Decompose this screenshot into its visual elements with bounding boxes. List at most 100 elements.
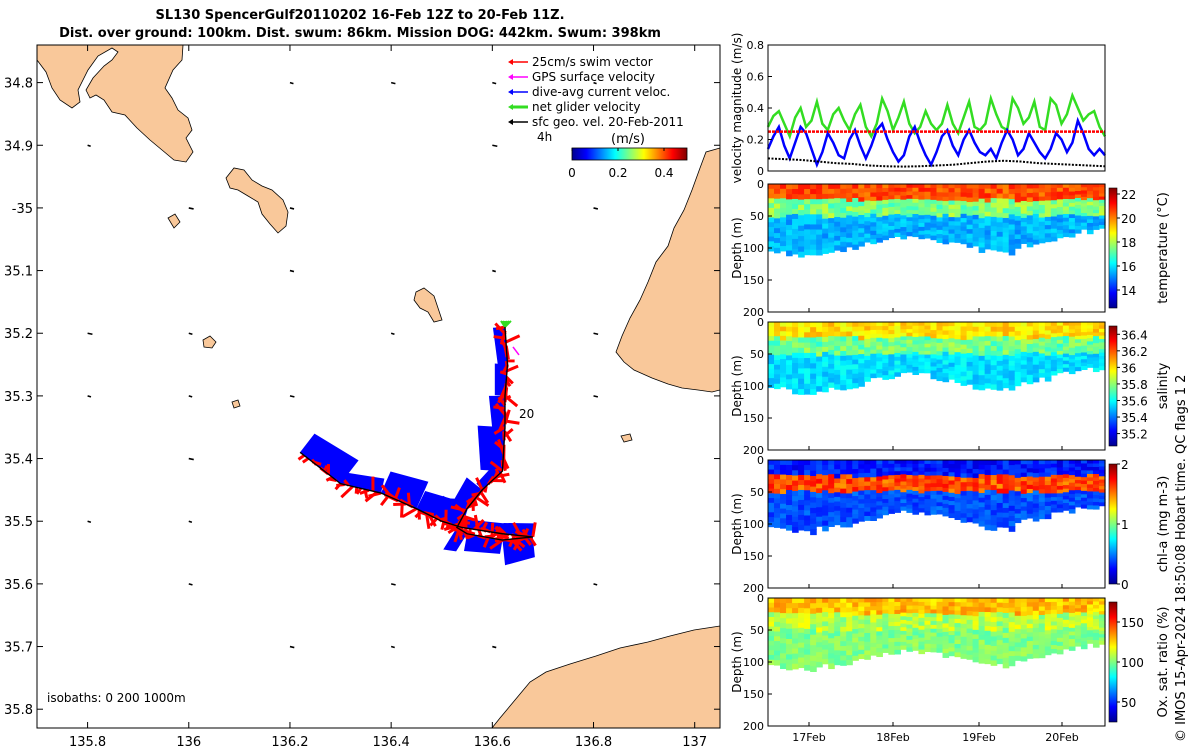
section-cell [1050, 641, 1058, 646]
section-cell [1038, 204, 1046, 210]
section-cell [912, 487, 920, 492]
section-cell [834, 621, 841, 628]
section-cell [1026, 619, 1034, 625]
section-cell [906, 361, 914, 366]
section-cell [978, 232, 986, 239]
section-cell [1086, 505, 1094, 510]
section-cell [1056, 641, 1064, 647]
section-cell [1050, 460, 1058, 465]
section-cell [894, 493, 901, 498]
section-cell [792, 496, 799, 502]
section-cell [990, 622, 998, 628]
section-cell [822, 515, 829, 522]
section-cell [834, 331, 841, 337]
section-cell [1056, 233, 1064, 239]
section-cell [846, 460, 853, 466]
section-cell [1002, 198, 1010, 205]
section-cell [1020, 205, 1028, 211]
swim-vector [297, 454, 305, 461]
section-cell [1026, 628, 1034, 634]
section-cell [978, 497, 986, 504]
section-cell [1038, 510, 1046, 515]
section-cell [780, 322, 787, 328]
section-cell [1020, 326, 1028, 332]
section-cell [930, 219, 938, 225]
section-cell [786, 654, 793, 661]
section-cell [1056, 633, 1064, 639]
section-cell [966, 606, 974, 612]
section-cell [1008, 485, 1016, 492]
section-cell [990, 602, 998, 609]
section-cell [828, 603, 835, 609]
section-cell [1056, 210, 1064, 216]
section-cell [804, 500, 811, 506]
section-cell [786, 505, 793, 511]
section-cell [810, 629, 817, 636]
section-cell [822, 635, 829, 641]
section-cell [918, 601, 926, 607]
section-cell [954, 238, 962, 243]
section-cell [984, 635, 992, 641]
section-cell [990, 510, 998, 516]
section-cell [1032, 473, 1040, 479]
section-cell [864, 477, 871, 483]
section-cell [912, 639, 920, 644]
section-cell [852, 611, 859, 617]
section-cell [1056, 229, 1064, 235]
section-cell [900, 598, 908, 603]
section-cell [960, 482, 968, 488]
section-cell [1032, 610, 1040, 616]
section-cell [960, 504, 968, 510]
section-cell [864, 641, 871, 647]
section-cell [798, 637, 805, 644]
section-cell [1092, 216, 1100, 221]
section-cell [822, 341, 829, 348]
section-cell [804, 378, 811, 385]
legend-arrowhead [508, 104, 513, 110]
section-cell [888, 642, 895, 647]
section-cell [840, 483, 847, 490]
section-cell [858, 228, 865, 234]
section-cell [768, 602, 775, 609]
section-cell [882, 362, 889, 368]
section-cell [996, 236, 1004, 243]
section-cell [942, 192, 950, 198]
section-cell [876, 468, 883, 474]
geo-vel-arrow [390, 332, 395, 336]
section-cell [1020, 620, 1028, 626]
section-cell [1086, 460, 1094, 465]
section-cell [768, 469, 775, 475]
section-cell [840, 641, 847, 647]
section-cell [840, 346, 847, 352]
section-cell [822, 213, 829, 220]
section-cell [942, 201, 950, 206]
section-cell [954, 618, 962, 624]
section-cell [876, 627, 883, 632]
section-cell [1050, 224, 1058, 230]
section-cell [1068, 184, 1076, 189]
section-cell [1038, 365, 1046, 370]
swim-vector [440, 521, 446, 530]
section-cell [996, 370, 1004, 377]
section-cell [1086, 463, 1094, 468]
section-cell [852, 340, 859, 347]
section-cell [846, 607, 853, 613]
section-cell [894, 232, 901, 238]
section-cell [984, 364, 992, 370]
section-cell [990, 193, 998, 199]
section-cell [858, 503, 865, 509]
section-cell [1098, 212, 1106, 217]
section-cell [792, 470, 799, 477]
section-cell [792, 460, 799, 466]
section-cell [918, 207, 926, 212]
section-cell [972, 460, 980, 466]
section-cell [828, 349, 835, 356]
section-cell [1038, 610, 1046, 616]
section-cell [1056, 460, 1064, 465]
swim-vector [400, 502, 404, 518]
section-cell [774, 474, 781, 480]
section-cell [930, 191, 938, 197]
section-cell [996, 522, 1004, 528]
section-cell [960, 606, 968, 612]
